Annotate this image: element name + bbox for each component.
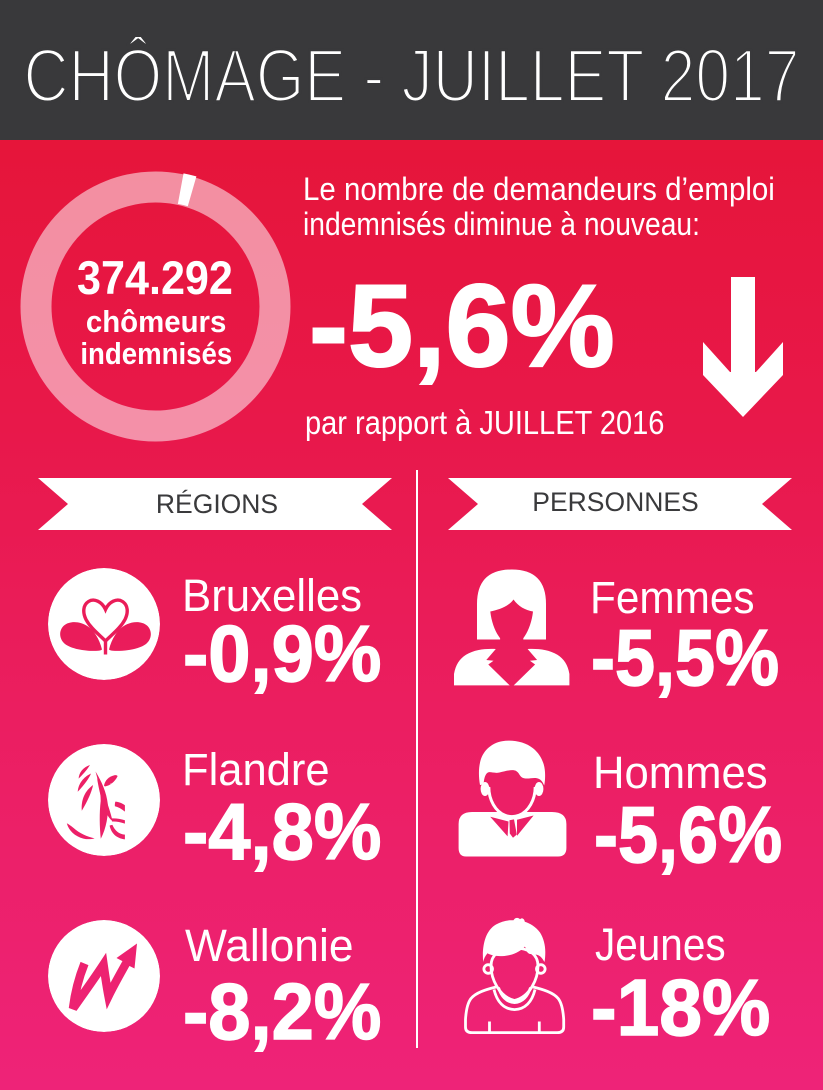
svg-text:CHÔMAGE - JUILLET 2017: CHÔMAGE - JUILLET 2017	[24, 34, 800, 118]
